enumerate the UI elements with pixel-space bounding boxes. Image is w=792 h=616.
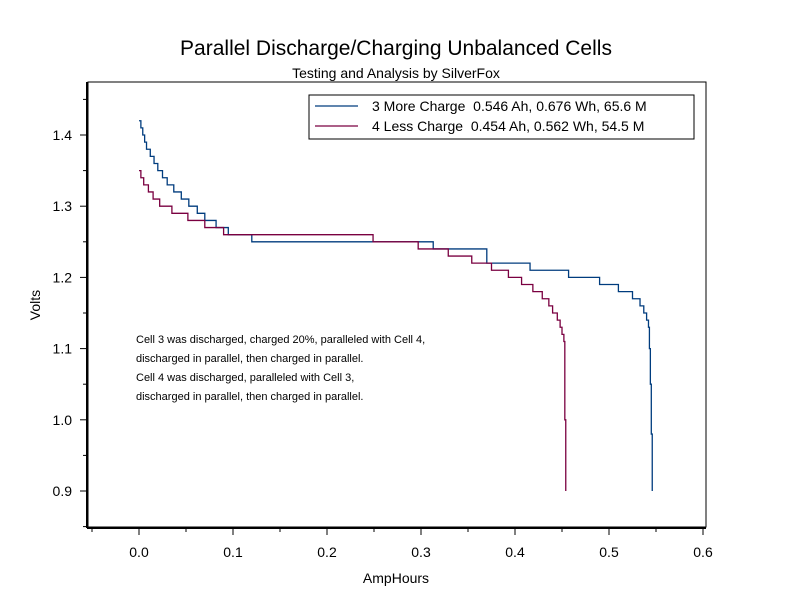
x-tick-label: 0.3 — [411, 544, 431, 560]
series-group — [139, 120, 653, 491]
y-tick-label: 1.3 — [53, 198, 73, 214]
x-tick-label: 0.5 — [599, 544, 619, 560]
y-tick-label: 1.4 — [53, 127, 73, 143]
y-tick-label: 0.9 — [53, 483, 73, 499]
x-tick-label: 0.0 — [129, 544, 149, 560]
legend: 3 More Charge 0.546 Ah, 0.676 Wh, 65.6 M… — [308, 94, 695, 140]
chart-subtitle: Testing and Analysis by SilverFox — [292, 65, 500, 81]
annotation-line: Cell 4 was discharged, paralleled with C… — [136, 372, 354, 384]
x-axis-label: AmpHours — [363, 570, 429, 586]
series-line-cell3 — [139, 120, 653, 491]
chart-title: Parallel Discharge/Charging Unbalanced C… — [180, 37, 612, 60]
y-axis-label: Volts — [27, 290, 43, 320]
legend-label-cell4: 4 Less Charge 0.454 Ah, 0.562 Wh, 54.5 M — [372, 118, 644, 134]
x-tick-label: 0.2 — [317, 544, 337, 560]
annotation-line: discharged in parallel, then charged in … — [136, 391, 363, 403]
x-tick-label: 0.6 — [693, 544, 713, 560]
legend-label-cell3: 3 More Charge 0.546 Ah, 0.676 Wh, 65.6 M — [372, 98, 647, 114]
ticks: 0.0 0.1 0.2 0.3 0.4 0.5 0.6 0.9 1.0 1.1 1.2 1.3 1.4 — [53, 98, 713, 560]
x-tick-label: 0.4 — [505, 544, 525, 560]
plot-frame — [87, 81, 707, 528]
y-tick-label: 1.2 — [53, 269, 73, 285]
series-line-cell4 — [139, 169, 567, 491]
annotation-line: Cell 3 was discharged, charged 20%, para… — [136, 334, 425, 346]
annotation-line: discharged in parallel, then charged in … — [136, 353, 363, 365]
x-tick-label: 0.1 — [223, 544, 243, 560]
legend-box — [308, 94, 695, 140]
annotation-text: Cell 3 was discharged, charged 20%, para… — [136, 334, 425, 403]
y-tick-label: 1.1 — [53, 341, 73, 357]
y-tick-label: 1.0 — [53, 412, 73, 428]
